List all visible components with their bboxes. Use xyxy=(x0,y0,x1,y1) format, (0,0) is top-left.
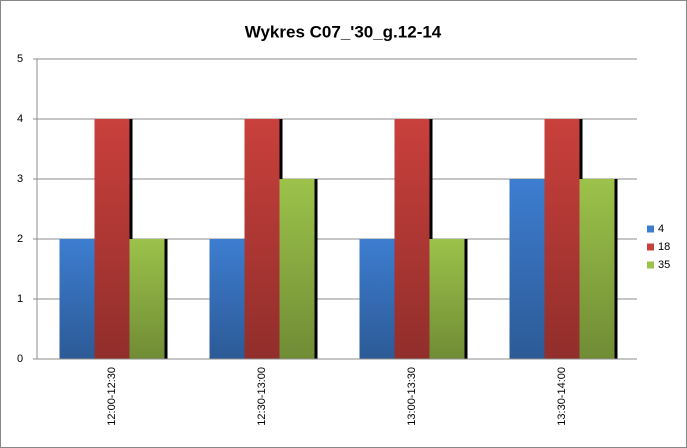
x-tick-label: 13:00-13:30 xyxy=(406,367,418,426)
bar xyxy=(94,119,130,359)
y-tick-label: 0 xyxy=(17,353,23,365)
bar xyxy=(279,179,315,359)
y-tick-label: 5 xyxy=(17,53,23,65)
x-tick-label: 13:30-14:00 xyxy=(556,367,568,426)
bar xyxy=(509,179,545,359)
x-tick-label: 12:00-12:30 xyxy=(106,367,118,426)
y-tick-label: 4 xyxy=(17,113,23,125)
legend-swatch xyxy=(647,225,654,233)
bar xyxy=(244,119,280,359)
y-tick-label: 1 xyxy=(17,293,23,305)
legend-label: 35 xyxy=(658,259,670,271)
bar xyxy=(59,239,95,359)
bar xyxy=(129,239,165,359)
legend-label: 18 xyxy=(658,241,670,253)
chart-title: Wykres C07_'30_g.12-14 xyxy=(245,22,442,41)
bar xyxy=(394,119,430,359)
legend-label: 4 xyxy=(658,223,664,235)
legend-swatch xyxy=(647,261,654,269)
bar xyxy=(209,239,245,359)
y-tick-label: 3 xyxy=(17,173,23,185)
bar xyxy=(544,119,580,359)
x-tick-label: 12:30-13:00 xyxy=(256,367,268,426)
bar xyxy=(579,179,615,359)
bar xyxy=(359,239,395,359)
legend-swatch xyxy=(647,243,654,251)
bar xyxy=(429,239,465,359)
y-tick-label: 2 xyxy=(17,233,23,245)
